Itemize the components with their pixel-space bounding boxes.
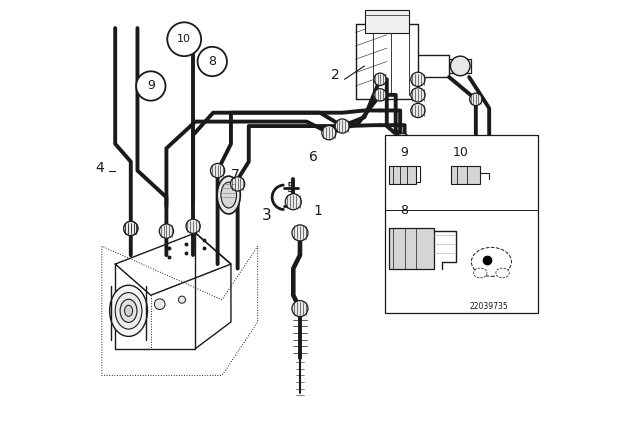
Circle shape	[159, 224, 173, 238]
Ellipse shape	[120, 299, 137, 323]
Circle shape	[374, 73, 387, 86]
Text: 4: 4	[95, 161, 104, 175]
Text: 1: 1	[314, 204, 322, 218]
Circle shape	[186, 219, 200, 233]
Circle shape	[198, 47, 227, 76]
Circle shape	[335, 119, 349, 133]
Circle shape	[411, 72, 425, 86]
Circle shape	[412, 151, 424, 164]
Text: 10: 10	[452, 146, 468, 159]
Text: 7: 7	[231, 168, 240, 182]
Circle shape	[374, 89, 387, 101]
Circle shape	[154, 299, 165, 310]
Ellipse shape	[474, 268, 487, 278]
Text: 8: 8	[208, 55, 216, 68]
Circle shape	[451, 56, 470, 76]
Circle shape	[396, 133, 408, 146]
Ellipse shape	[217, 176, 240, 214]
Circle shape	[124, 221, 138, 236]
Ellipse shape	[125, 305, 132, 316]
Circle shape	[411, 88, 425, 102]
Text: 10: 10	[177, 34, 191, 44]
Ellipse shape	[496, 268, 509, 278]
Circle shape	[322, 125, 336, 140]
Bar	[389, 166, 416, 184]
Bar	[451, 166, 480, 184]
Circle shape	[292, 301, 308, 317]
Ellipse shape	[472, 247, 511, 276]
Ellipse shape	[115, 293, 142, 329]
Circle shape	[211, 164, 225, 178]
Circle shape	[167, 22, 201, 56]
Text: 5: 5	[287, 181, 296, 195]
Text: 3: 3	[262, 207, 271, 223]
Circle shape	[179, 296, 186, 303]
Bar	[365, 10, 409, 33]
Text: 9: 9	[401, 146, 408, 159]
Text: 22039735: 22039735	[470, 302, 509, 311]
Circle shape	[136, 71, 166, 101]
Circle shape	[230, 177, 244, 191]
Circle shape	[285, 194, 301, 210]
Circle shape	[470, 93, 482, 106]
Circle shape	[292, 225, 308, 241]
Circle shape	[124, 221, 138, 236]
Bar	[389, 228, 433, 268]
Text: 8: 8	[401, 204, 408, 217]
Circle shape	[411, 103, 425, 117]
Text: 6: 6	[309, 150, 317, 164]
Ellipse shape	[221, 182, 237, 208]
Text: 9: 9	[147, 79, 155, 92]
Ellipse shape	[109, 285, 147, 336]
Text: 2: 2	[332, 68, 340, 82]
Bar	[385, 135, 538, 313]
